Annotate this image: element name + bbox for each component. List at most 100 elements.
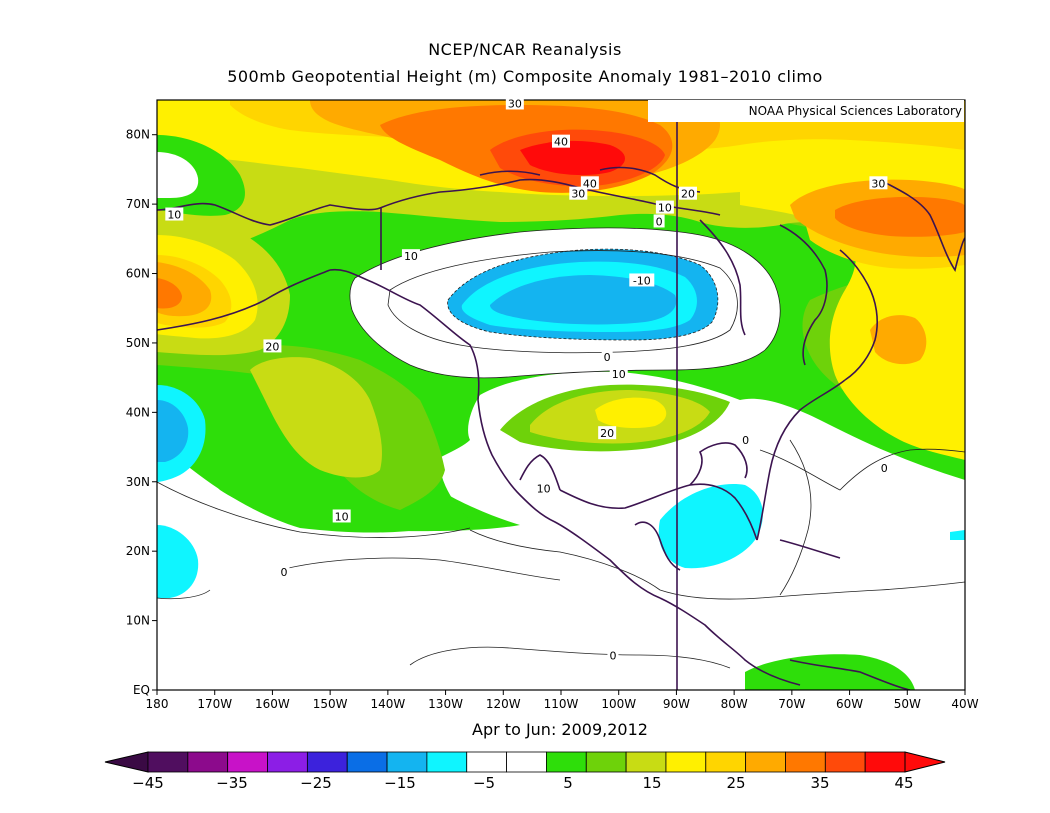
- contour-label-bg: [878, 460, 890, 474]
- colorbar-swatch: [745, 751, 786, 773]
- contour-label-bg: [534, 481, 553, 495]
- colorbar-swatch: [705, 751, 747, 773]
- chart-subtitle: 500mb Geopotential Height (m) Composite …: [227, 67, 823, 86]
- colorbar-arrow-right: [904, 751, 946, 773]
- contour-fill-layer: [157, 100, 965, 690]
- contour-label: 0: [742, 434, 749, 447]
- colorbar-label: 25: [726, 774, 745, 792]
- contour-label: 10: [404, 250, 418, 263]
- contour-label: 10: [658, 202, 672, 215]
- contour-label: -10: [633, 274, 651, 287]
- colorbar-swatch: [306, 751, 348, 773]
- lat-label: 50N: [126, 336, 150, 350]
- contour-label: 10: [335, 510, 349, 523]
- lon-label: 90W: [663, 697, 690, 711]
- lon-label: 110W: [544, 697, 579, 711]
- contour-label-bg: [580, 176, 599, 190]
- colorbar-label: 35: [810, 774, 829, 792]
- lon-label: 40W: [951, 697, 978, 711]
- lon-label: 50W: [894, 697, 921, 711]
- lon-label: 160W: [255, 697, 290, 711]
- contour-label: 30: [508, 97, 522, 110]
- contour-label: 10: [537, 483, 551, 496]
- lat-label: 40N: [126, 405, 150, 419]
- colorbar-label: 5: [563, 774, 573, 792]
- colorbar-swatch: [546, 751, 587, 773]
- contour-label-bg: [552, 134, 570, 148]
- credit-label: NOAA Physical Sciences Laboratory: [749, 104, 962, 118]
- colorbar-label: 15: [642, 774, 661, 792]
- colorbar-label: −5: [473, 774, 495, 792]
- contour-label: 0: [609, 649, 616, 662]
- contour-label: 40: [554, 136, 568, 149]
- lon-label: 100W: [601, 697, 636, 711]
- chart-title: NCEP/NCAR Reanalysis: [428, 40, 622, 59]
- contour-label-bg: [332, 509, 351, 523]
- contour-label-bg: [655, 200, 674, 214]
- contour-label: 0: [656, 215, 663, 228]
- contour-label-bg: [598, 426, 617, 440]
- period-label: Apr to Jun: 2009,2012: [472, 720, 648, 739]
- contour-label-bg: [505, 96, 524, 110]
- contour-label: 10: [167, 209, 181, 222]
- lon-label: 120W: [486, 697, 521, 711]
- lon-label: 150W: [313, 697, 348, 711]
- lat-label: 10N: [126, 614, 150, 628]
- contour-label: 10: [612, 368, 626, 381]
- contour-label-bg: [263, 339, 282, 353]
- colorbar-swatch: [585, 751, 627, 773]
- colorbar-arrow-left: [104, 751, 149, 773]
- contour-label: 0: [604, 351, 611, 364]
- contour-label-bg: [869, 176, 888, 190]
- lon-label: 170W: [197, 697, 232, 711]
- colorbar-swatch: [864, 751, 906, 773]
- contour-label-bg: [569, 186, 588, 200]
- lat-label: 80N: [126, 128, 150, 142]
- colorbar-swatch: [785, 751, 826, 773]
- contour-label-bg: [278, 565, 290, 578]
- lon-label: 70W: [778, 697, 805, 711]
- contour-label-bg: [609, 367, 628, 381]
- colorbar-label: 45: [894, 774, 913, 792]
- credit-box: [648, 100, 964, 122]
- colorbar-label: −35: [216, 774, 248, 792]
- colorbar-label: −45: [132, 774, 164, 792]
- contour-label: 0: [280, 566, 287, 579]
- colorbar-swatch: [267, 751, 308, 773]
- contour-label: 20: [265, 340, 279, 353]
- lat-label: 30N: [126, 475, 150, 489]
- lon-label: 80W: [721, 697, 748, 711]
- lat-label: 60N: [126, 267, 150, 281]
- contour-label: 30: [571, 188, 585, 201]
- colorbar-swatch: [824, 751, 866, 773]
- colorbar-label: −25: [300, 774, 332, 792]
- contour-label-bg: [678, 186, 697, 200]
- contour-label-bg: [607, 648, 619, 662]
- contour-label: 20: [681, 188, 695, 201]
- contour-label: 20: [600, 427, 614, 440]
- lon-label: 180: [146, 697, 169, 711]
- contour-label-bg: [165, 207, 184, 221]
- contour-label-bg: [401, 249, 420, 263]
- contour-label-bg: [653, 214, 665, 228]
- lon-label: 140W: [370, 697, 405, 711]
- colorbar-swatch: [506, 751, 547, 773]
- contour-label: 30: [871, 177, 885, 190]
- colorbar-swatch: [665, 751, 707, 773]
- colorbar-swatch: [147, 751, 189, 773]
- contour-lines: [157, 227, 965, 669]
- lat-label: EQ: [133, 683, 150, 697]
- colorbar-swatch: [187, 751, 229, 773]
- colorbar-swatch: [466, 751, 507, 773]
- colorbar-swatch: [386, 751, 428, 773]
- colorbar-swatch: [426, 751, 468, 773]
- colorbar: −45 −35 −25 −15 −5 5 15 25 35 45: [104, 751, 946, 792]
- contour-label-bg: [740, 433, 752, 447]
- lat-label: 20N: [126, 544, 150, 558]
- coastlines: [157, 166, 965, 690]
- colorbar-swatch: [625, 751, 667, 773]
- lon-label: 130W: [428, 697, 463, 711]
- contour-label-bg: [629, 273, 655, 287]
- colorbar-swatch: [227, 751, 268, 773]
